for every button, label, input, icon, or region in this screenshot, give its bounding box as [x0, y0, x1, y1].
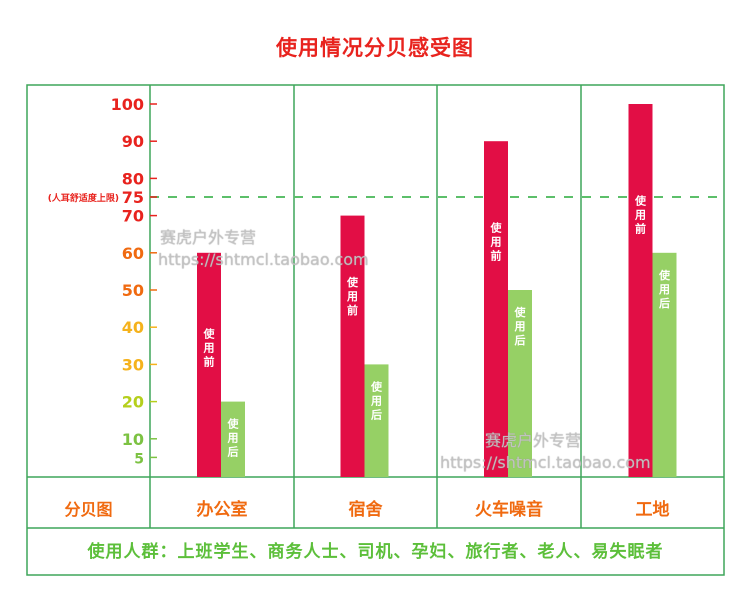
- y-tick-label: 5: [134, 451, 144, 467]
- threshold-label: (人耳舒适度上限): [48, 192, 119, 204]
- y-tick-label: 50: [122, 281, 144, 300]
- bar-before: [628, 104, 653, 477]
- bar-label: 前: [347, 303, 358, 317]
- bar-label: 使: [370, 379, 383, 393]
- y-tick-label: 70: [122, 207, 144, 226]
- y-tick-label: 75: [122, 188, 144, 207]
- category-label: 火车噪音: [475, 499, 543, 520]
- bar-label: 用: [347, 290, 358, 303]
- bar-label: 前: [491, 249, 502, 263]
- category-label: 办公室: [197, 499, 248, 520]
- bar-label: 使: [658, 268, 671, 282]
- y-tick-label: 40: [122, 318, 144, 337]
- chart-title: 使用情况分贝感受图: [276, 36, 474, 60]
- bar-label: 后: [228, 445, 239, 459]
- bar-label: 使: [634, 193, 647, 207]
- bar-label: 使: [203, 327, 216, 341]
- y-tick-label: 90: [122, 132, 144, 151]
- bar-before: [197, 252, 221, 477]
- y-tick-label: 100: [111, 95, 144, 114]
- bar-label: 用: [659, 283, 670, 296]
- bar-after: [508, 290, 532, 477]
- category-label: 宿舍: [349, 499, 383, 520]
- bar-label: 前: [204, 355, 215, 369]
- bar-label: 用: [491, 236, 502, 249]
- bar-label: 使: [227, 417, 240, 431]
- bar-after: [364, 364, 389, 477]
- bar-label: 使: [490, 221, 503, 235]
- x-axis-label: 分贝图: [64, 500, 112, 519]
- bar-label: 前: [635, 221, 646, 235]
- bar-label: 用: [228, 432, 239, 445]
- bar-before: [340, 215, 365, 477]
- bar-label: 用: [515, 320, 526, 333]
- y-tick-label: 30: [122, 355, 144, 374]
- y-tick-label: 20: [122, 393, 144, 412]
- y-tick-label: 60: [122, 244, 144, 263]
- bar-label: 后: [659, 296, 670, 310]
- bar-after: [652, 252, 677, 477]
- bar-label: 使: [514, 305, 527, 319]
- chart-frame: [26, 84, 725, 576]
- bar-label: 用: [371, 394, 382, 407]
- bar-label: 使: [346, 275, 359, 289]
- bar-before: [484, 141, 508, 477]
- bar-after: [221, 401, 245, 477]
- y-tick-label: 80: [122, 169, 144, 188]
- bar-label: 后: [371, 407, 382, 421]
- bar-label: 后: [515, 333, 526, 347]
- bar-label: 用: [635, 208, 646, 221]
- footer-users: 使用人群：上班学生、商务人士、司机、孕妇、旅行者、老人、易失眠者: [87, 542, 664, 562]
- category-label: 工地: [636, 499, 670, 520]
- bar-label: 用: [204, 342, 215, 355]
- y-tick-label: 10: [122, 430, 144, 449]
